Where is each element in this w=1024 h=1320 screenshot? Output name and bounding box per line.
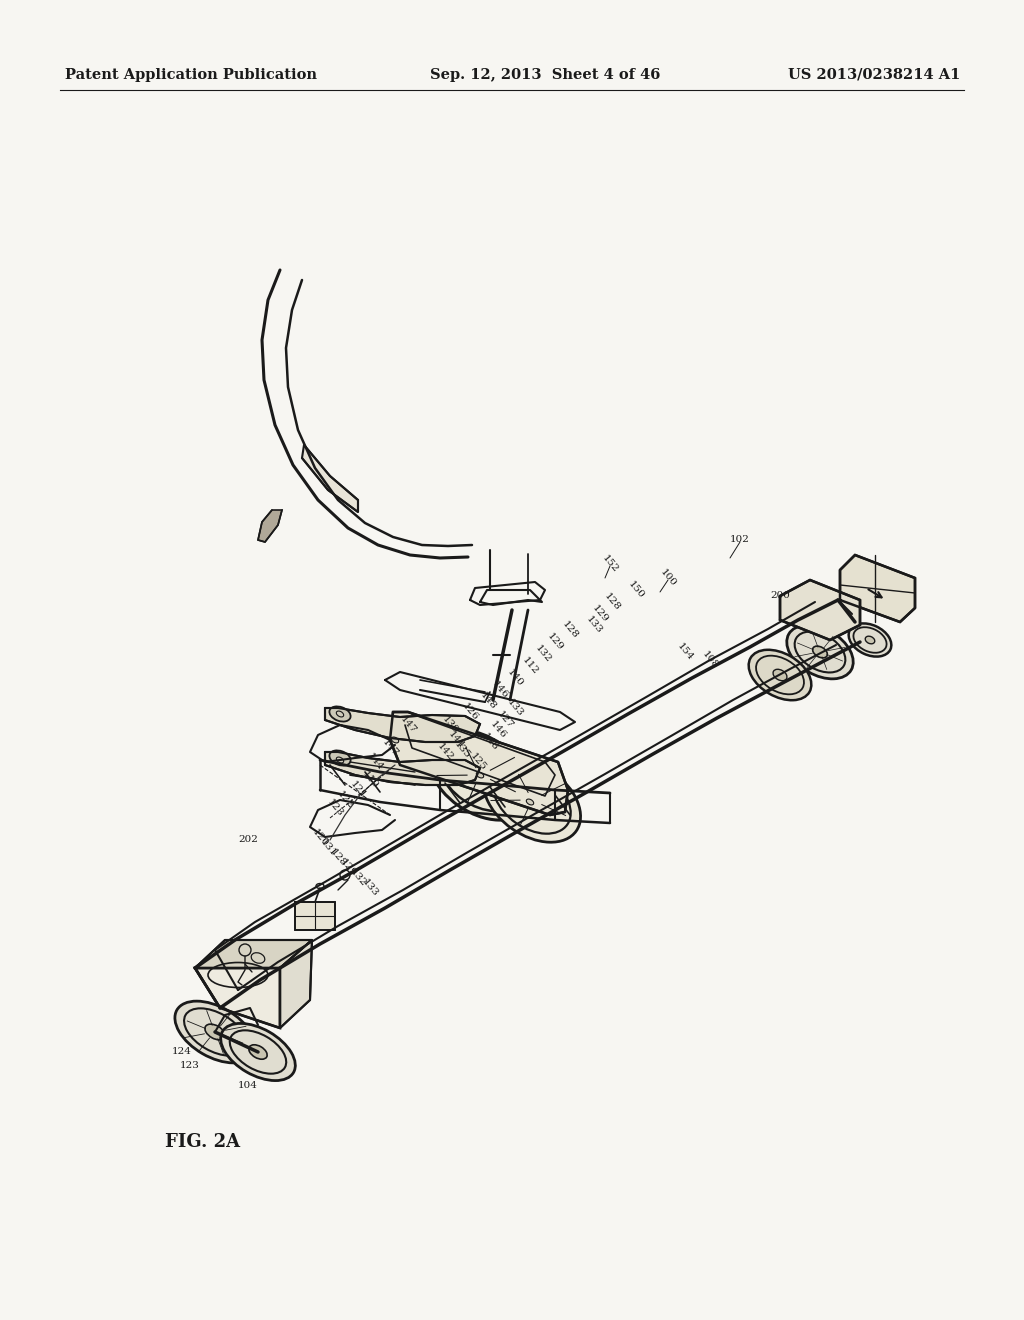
Text: 146: 146	[488, 719, 508, 741]
Text: 129: 129	[338, 858, 357, 879]
Polygon shape	[840, 554, 915, 622]
Polygon shape	[325, 708, 480, 742]
Text: 120: 120	[310, 828, 330, 849]
Ellipse shape	[749, 649, 811, 700]
Text: 126: 126	[460, 701, 480, 722]
Text: 122: 122	[335, 789, 355, 810]
Text: 129: 129	[545, 631, 565, 652]
Text: 127: 127	[496, 709, 515, 730]
Text: 140: 140	[505, 668, 525, 689]
Ellipse shape	[330, 706, 350, 722]
Ellipse shape	[336, 758, 344, 763]
Ellipse shape	[865, 636, 874, 644]
Polygon shape	[195, 968, 280, 1028]
Text: 108: 108	[700, 649, 720, 671]
Ellipse shape	[205, 1024, 225, 1040]
Ellipse shape	[786, 626, 853, 678]
Text: 130: 130	[440, 714, 460, 735]
Text: 148: 148	[480, 731, 500, 752]
Text: 144: 144	[446, 730, 466, 751]
Text: 148: 148	[478, 690, 498, 711]
Text: 132: 132	[348, 867, 368, 888]
Ellipse shape	[249, 1045, 267, 1059]
Ellipse shape	[483, 758, 581, 842]
Text: 132: 132	[534, 643, 553, 664]
Text: 133: 133	[360, 878, 380, 899]
Text: 200: 200	[770, 591, 790, 601]
Text: US 2013/0238214 A1: US 2013/0238214 A1	[787, 69, 961, 82]
Text: Patent Application Publication: Patent Application Publication	[65, 69, 317, 82]
Polygon shape	[302, 445, 358, 512]
Text: 147: 147	[380, 738, 399, 759]
Text: 135: 135	[453, 739, 472, 760]
Text: 123: 123	[180, 1060, 200, 1069]
Ellipse shape	[526, 799, 534, 805]
Text: 202: 202	[238, 836, 258, 845]
Text: 144: 144	[366, 751, 385, 772]
Ellipse shape	[428, 730, 531, 820]
Text: 142: 142	[435, 742, 455, 763]
Text: 102: 102	[730, 536, 750, 544]
Ellipse shape	[813, 645, 827, 657]
Polygon shape	[195, 940, 312, 968]
Ellipse shape	[221, 1023, 295, 1081]
Text: 123: 123	[326, 797, 345, 818]
Text: Sep. 12, 2013  Sheet 4 of 46: Sep. 12, 2013 Sheet 4 of 46	[430, 69, 660, 82]
Text: 147: 147	[398, 714, 418, 735]
Text: 124: 124	[172, 1048, 191, 1056]
Polygon shape	[280, 940, 312, 1028]
Text: 104: 104	[238, 1081, 258, 1089]
Polygon shape	[258, 510, 282, 543]
Text: 119: 119	[360, 770, 380, 791]
Text: 128: 128	[560, 619, 580, 640]
Text: 133: 133	[584, 615, 604, 635]
Polygon shape	[295, 902, 335, 931]
Text: 121: 121	[348, 780, 368, 800]
Polygon shape	[325, 752, 480, 785]
Ellipse shape	[521, 791, 543, 809]
Text: 133: 133	[505, 697, 525, 718]
Text: FIG. 2A: FIG. 2A	[165, 1133, 240, 1151]
Ellipse shape	[476, 772, 483, 777]
Text: 131: 131	[318, 837, 338, 858]
Ellipse shape	[391, 737, 398, 743]
Text: 128: 128	[328, 847, 348, 869]
Ellipse shape	[336, 711, 344, 717]
Ellipse shape	[330, 751, 350, 766]
Text: 150: 150	[626, 579, 646, 601]
Text: 154: 154	[675, 642, 695, 663]
Polygon shape	[390, 711, 568, 814]
Text: 129: 129	[590, 603, 610, 624]
Text: 146: 146	[490, 680, 510, 701]
Text: 128: 128	[602, 591, 622, 612]
Text: 125: 125	[468, 751, 487, 772]
Text: 152: 152	[600, 553, 620, 574]
Text: 112: 112	[520, 656, 540, 677]
Ellipse shape	[468, 764, 492, 785]
Ellipse shape	[175, 1001, 255, 1063]
Text: 100: 100	[658, 568, 678, 589]
Ellipse shape	[773, 669, 787, 681]
Ellipse shape	[849, 623, 891, 656]
Polygon shape	[780, 579, 860, 640]
